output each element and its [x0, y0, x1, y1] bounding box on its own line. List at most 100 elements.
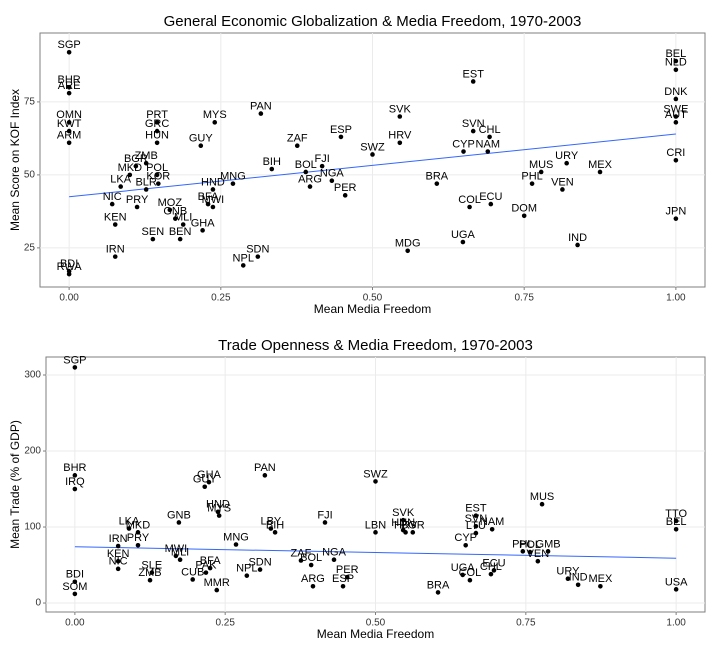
point	[460, 572, 465, 578]
x-axis-title: Mean Media Freedom	[317, 627, 434, 641]
point-label: COL	[458, 194, 481, 206]
point-label: MEX	[588, 159, 613, 171]
point-label: MEX	[588, 573, 613, 585]
point	[240, 263, 246, 268]
point-label: BFA	[200, 555, 221, 567]
point-label: SWZ	[363, 468, 388, 480]
point	[473, 530, 479, 536]
point-label: SWZ	[360, 141, 385, 153]
x-tick-label: 0.25	[211, 293, 231, 304]
point-label: IRN	[109, 533, 128, 545]
point	[373, 530, 378, 535]
point	[373, 479, 378, 484]
point-label: MUS	[529, 159, 553, 171]
point	[598, 584, 603, 589]
point	[72, 473, 78, 478]
point	[539, 501, 545, 507]
point	[154, 140, 160, 146]
x-tick-label: 0.75	[514, 293, 534, 304]
point-label: UGA	[451, 562, 476, 574]
point-label: MNG	[223, 531, 249, 543]
point	[673, 527, 679, 532]
point	[212, 120, 218, 125]
point	[167, 207, 173, 213]
point-label: BOL	[295, 159, 317, 171]
x-tick-label: 0.50	[366, 618, 386, 629]
point	[72, 486, 78, 492]
point	[673, 58, 679, 64]
point-label: KEN	[107, 548, 130, 560]
point-label: GNB	[163, 206, 187, 218]
point-label: ECU	[482, 557, 505, 569]
point-label: NAM	[476, 138, 500, 150]
point-label: NGA	[322, 547, 347, 559]
point	[66, 140, 72, 146]
point-label: KOR	[146, 171, 170, 183]
y-tick-label: 75	[24, 97, 36, 108]
y-tick-label: 0	[35, 598, 41, 609]
point	[112, 254, 118, 259]
point-label: GRC	[145, 118, 170, 130]
point	[118, 184, 123, 189]
point-label: NGA	[320, 168, 345, 180]
x-tick-label: 0.50	[363, 293, 383, 304]
point-label: SLE	[141, 560, 162, 572]
point-label: MMR	[204, 577, 230, 589]
point-label: CHL	[480, 561, 502, 573]
point-label: DNK	[664, 86, 688, 98]
point-label: BOL	[300, 552, 322, 564]
point-label: EST	[463, 68, 485, 80]
point-label: GHA	[191, 217, 216, 229]
point-label: ARE	[58, 80, 81, 92]
point	[319, 163, 325, 169]
point	[154, 128, 160, 134]
point	[66, 90, 72, 96]
point-label: BFA	[198, 191, 219, 203]
point-label: HND	[206, 499, 230, 511]
point-label: BLR	[135, 176, 156, 188]
point	[180, 222, 186, 227]
point-label: OMN	[56, 109, 82, 121]
point	[491, 568, 497, 573]
point	[126, 526, 132, 531]
point	[200, 228, 205, 233]
point	[342, 193, 348, 198]
point-label: NLD	[665, 57, 687, 69]
point	[529, 181, 535, 186]
point-label: AUT	[665, 109, 687, 121]
point	[673, 96, 679, 102]
point	[206, 479, 212, 485]
chart-title: Trade Openness & Media Freedom, 1970-200…	[218, 337, 533, 354]
point	[344, 574, 350, 580]
point	[307, 184, 313, 189]
point-label: LKA	[110, 173, 131, 185]
point-label: SVK	[389, 103, 412, 115]
point-label: NIC	[103, 191, 122, 203]
point-label: LTU	[466, 520, 486, 532]
point	[470, 128, 476, 134]
trend-line	[69, 133, 676, 198]
point	[467, 577, 473, 583]
y-tick-label: 300	[24, 370, 41, 381]
point	[143, 187, 149, 192]
point-label: SGP	[63, 354, 86, 366]
point	[673, 67, 679, 73]
point	[150, 236, 156, 242]
point	[461, 149, 466, 154]
point-label: PER	[336, 564, 359, 576]
point	[308, 562, 314, 568]
point-label: SEN	[142, 226, 165, 238]
point-label: EST	[465, 503, 487, 515]
point	[535, 558, 541, 564]
point	[488, 571, 494, 577]
trend-line	[74, 546, 677, 559]
point-label: FJI	[317, 509, 332, 521]
point	[134, 204, 140, 210]
point-label: IRN	[106, 244, 125, 256]
point	[485, 149, 491, 154]
point	[597, 169, 603, 175]
point	[154, 120, 160, 125]
point	[202, 484, 208, 490]
point	[115, 566, 121, 572]
